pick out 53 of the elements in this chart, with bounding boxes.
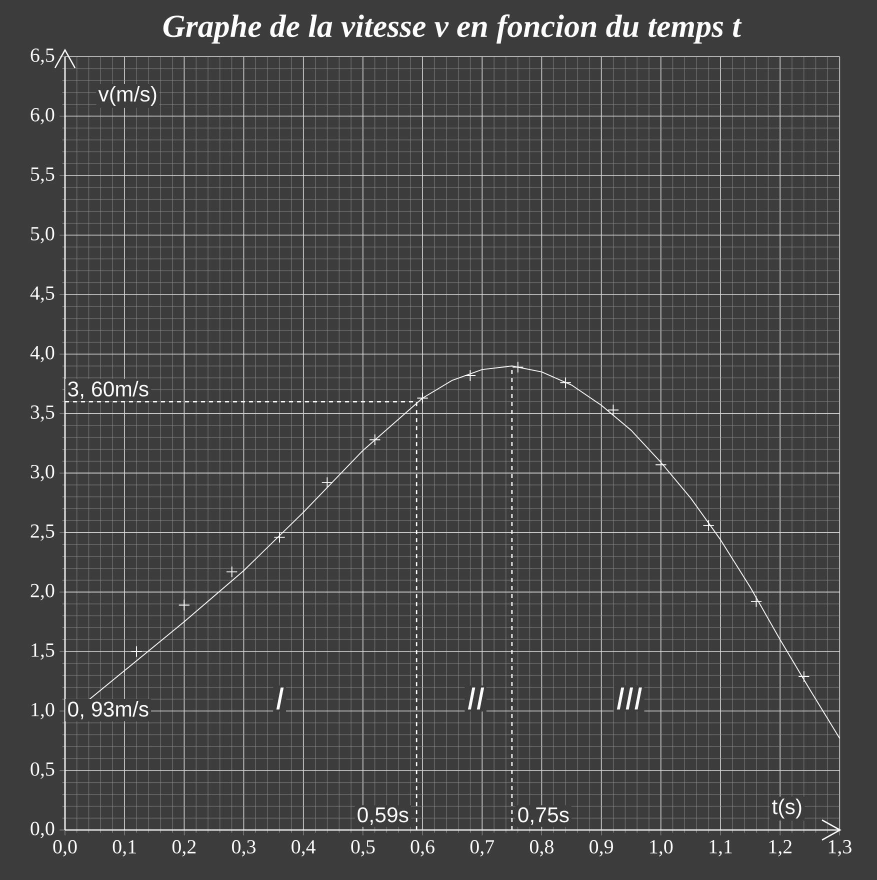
point: [702, 520, 714, 532]
y-tick-label: 3,0: [30, 464, 54, 482]
x-tick-label: 0,0: [53, 840, 77, 856]
y-tick-label: 2,5: [30, 524, 54, 541]
annotation: 0,59s: [358, 807, 408, 825]
y-tick-label: 3,5: [30, 405, 54, 422]
point: [655, 458, 667, 471]
point: [321, 476, 333, 488]
annotation: 0,75s: [518, 807, 569, 825]
y-tick-label: 0,0: [30, 822, 54, 838]
x-tick-label: 0,7: [470, 840, 494, 856]
point: [798, 670, 810, 682]
y-tick-label: 6,0: [30, 108, 54, 124]
y-tick-label: 1,0: [32, 702, 54, 720]
x-tick-label: 1,3: [828, 840, 852, 856]
x-tick-label: 0,2: [172, 840, 196, 856]
x-tick-label: 0,6: [410, 840, 434, 856]
y-tick-label: 4,5: [30, 286, 54, 303]
y-tick-label: 2,0: [30, 584, 54, 600]
x-tick-label: 1,2: [769, 840, 792, 856]
y-tick-label: 0,5: [30, 762, 54, 779]
point: [226, 566, 238, 578]
annotation: II: [468, 688, 484, 710]
point: [607, 404, 620, 416]
annotation: III: [616, 688, 642, 710]
point: [560, 376, 572, 388]
y-tick-label: 6,5: [30, 48, 54, 65]
x-tick-label: 0,5: [351, 840, 375, 856]
chart-title: Graphe de la vitesse v en foncion du temps t: [163, 14, 742, 44]
y-tick-label: 5,0: [31, 226, 54, 244]
point: [178, 599, 190, 611]
x-tick-label: 0,1: [112, 840, 136, 856]
y-tick-label: 4,0: [30, 346, 54, 362]
x-axis-title: t(s): [772, 798, 802, 818]
annotation: I: [276, 688, 284, 710]
annotation: 0, 93m/s: [68, 701, 148, 720]
y-tick-label: 1,5: [32, 643, 54, 660]
point: [130, 646, 142, 658]
x-tick-label: 0,4: [292, 840, 316, 856]
point: [750, 596, 762, 608]
y-tick-label: 5,5: [31, 168, 54, 184]
point: [369, 434, 381, 446]
point: [464, 370, 476, 382]
x-tick-label: 0,3: [232, 840, 256, 856]
point: [274, 532, 286, 544]
y-axis-title: v(m/s): [98, 86, 156, 106]
x-tick-label: 1,0: [650, 840, 673, 856]
x-tick-label: 0,9: [590, 840, 613, 856]
x-tick-label: 1,1: [710, 840, 732, 856]
x-tick-label: 0,8: [530, 840, 554, 856]
point: [416, 392, 428, 404]
point: [512, 361, 524, 373]
annotation: 3, 60m/s: [68, 380, 148, 400]
